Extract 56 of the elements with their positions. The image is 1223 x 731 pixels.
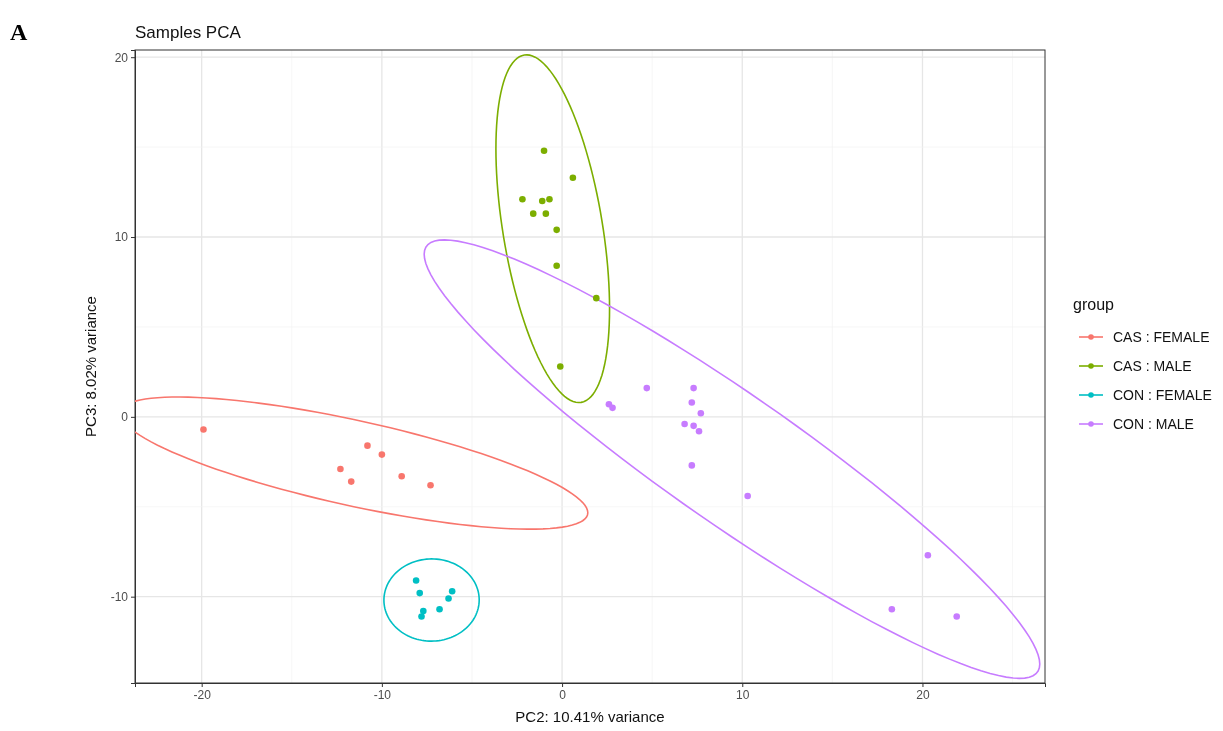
point <box>448 587 456 595</box>
y-tick-label: 10 <box>114 230 129 245</box>
point <box>553 262 560 270</box>
legend-label: CON : FEMALE <box>1113 387 1212 403</box>
y-tick-label: 20 <box>114 50 129 65</box>
point <box>888 605 896 613</box>
x-tick-label: -20 <box>193 687 212 702</box>
point <box>378 451 386 458</box>
point <box>398 472 405 480</box>
point <box>542 210 550 217</box>
point <box>420 607 427 615</box>
x-tick-label: 10 <box>736 687 750 702</box>
point <box>609 404 616 412</box>
point <box>538 197 546 205</box>
point <box>347 478 355 485</box>
point <box>690 384 697 392</box>
point <box>924 552 932 559</box>
point <box>416 589 424 597</box>
point <box>436 605 443 613</box>
y-tick-label: 0 <box>121 410 129 425</box>
point <box>681 420 688 428</box>
point <box>553 226 560 234</box>
point <box>427 481 434 489</box>
point <box>337 465 344 473</box>
point <box>953 613 960 620</box>
legend-label: CAS : FEMALE <box>1113 329 1210 345</box>
point <box>364 442 371 449</box>
legend-label: CON : MALE <box>1113 416 1194 432</box>
point <box>529 210 537 217</box>
point <box>418 613 425 620</box>
x-tick-label: 0 <box>559 687 567 702</box>
point <box>688 399 696 406</box>
point <box>546 195 553 203</box>
legend-label: CAS : MALE <box>1113 358 1192 374</box>
point <box>695 427 703 435</box>
point <box>519 195 526 203</box>
legend-title: group <box>1073 296 1115 313</box>
point <box>744 492 751 500</box>
point <box>593 294 600 302</box>
point <box>445 595 452 602</box>
x-tick-label: -10 <box>373 687 392 702</box>
point <box>540 147 548 155</box>
chart-title: Samples PCA <box>135 23 242 42</box>
point <box>688 462 696 469</box>
text: A <box>10 19 28 45</box>
y-axis-title: PC3: 8.02% variance <box>82 296 99 437</box>
point <box>412 577 420 584</box>
x-axis-title: PC2: 10.41% variance <box>515 708 665 725</box>
point <box>697 409 705 417</box>
point <box>690 422 697 430</box>
x-tick-label: 20 <box>916 687 930 702</box>
point <box>569 174 577 181</box>
point <box>556 363 564 370</box>
point <box>643 384 651 392</box>
point <box>200 426 207 433</box>
y-tick-label: -10 <box>110 590 129 605</box>
